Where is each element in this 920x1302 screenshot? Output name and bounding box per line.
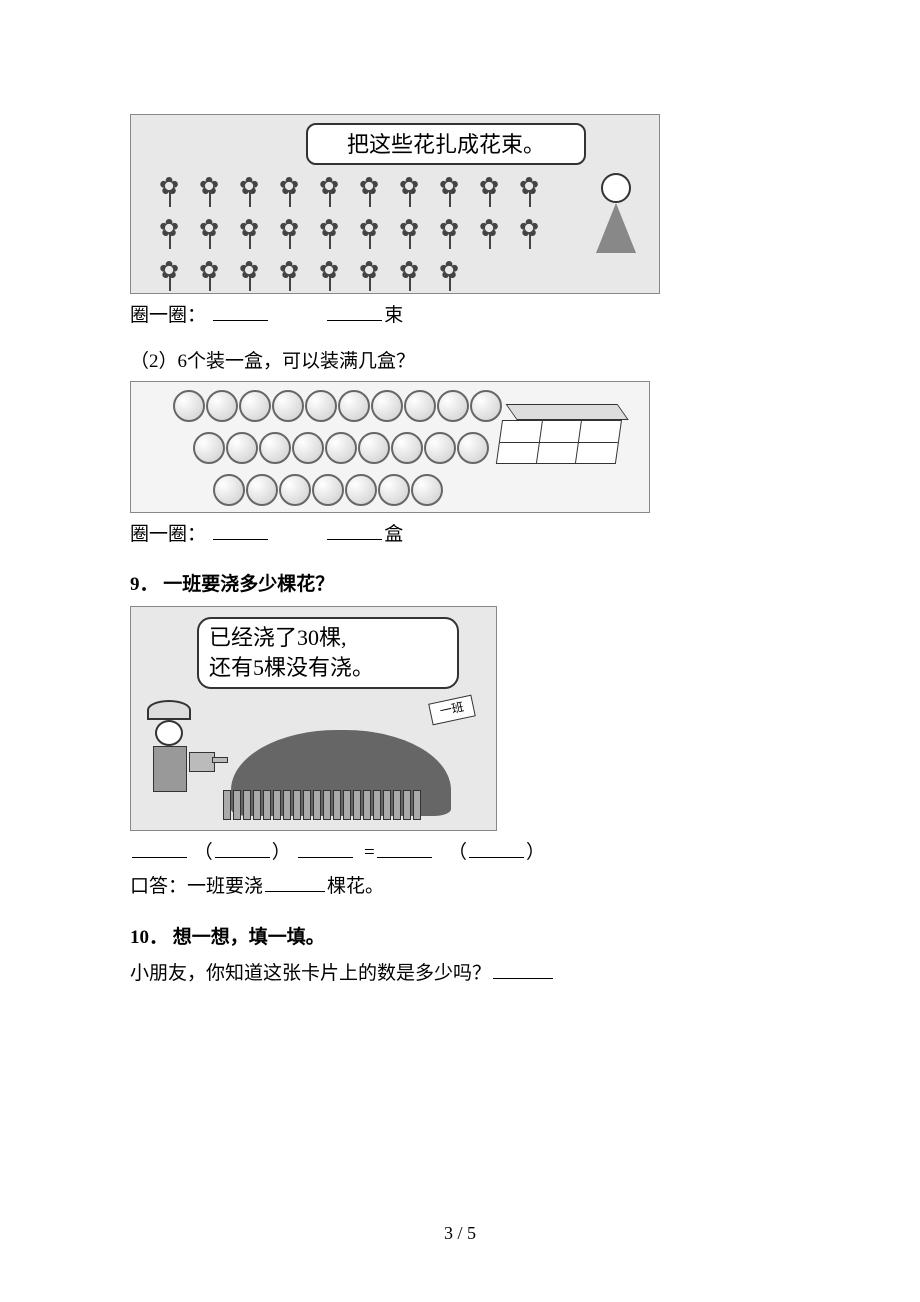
blank-circle-2[interactable] [213,519,268,540]
q10-heading: 10． 想一想，填一填。 [130,924,790,953]
speech-bubble-watering: 已经浇了30棵, 还有5棵没有浇。 [197,617,459,689]
q9-number: 9． [130,574,159,595]
label-circle-1: 圈一圈： [130,305,206,326]
blank-circle-1[interactable] [213,300,268,321]
q9-heading: 9． 一班要浇多少棵花？ [130,571,790,600]
fence-icon [223,788,459,820]
oral-answer-line: 口答：一班要浇 棵花。 [130,871,790,901]
figure-balls [130,381,650,513]
eq-equals: = [364,842,375,863]
oral-prefix: 口答：一班要浇 [130,876,263,897]
eq-blank-1[interactable] [132,837,187,858]
q8-sub2-text: （2）6个装一盒，可以装满几盒？ [130,348,790,377]
unit-box: 盒 [384,524,403,545]
eq-blank-2[interactable] [215,837,270,858]
eq-blank-4[interactable] [377,837,432,858]
q10-title: 想一想，填一填。 [173,927,325,948]
q9-title: 一班要浇多少棵花？ [163,574,334,595]
watering-can-icon [189,752,215,772]
equation-line: （ ） = （ ） [130,837,790,867]
figure-watering: 已经浇了30棵, 还有5棵没有浇。 一班 [130,606,497,831]
flower-row-3 [153,257,473,294]
oral-blank[interactable] [265,871,325,892]
box-icon [495,414,623,469]
balls-row-1 [173,390,503,432]
speech-bubble-flowers: 把这些花扎成花束。 [306,123,586,165]
page-content: 把这些花扎成花束。 圈一圈： 束 （2）6个装一盒，可以装满几盒？ 圈一圈： 盒… [130,114,790,988]
oral-suffix: 棵花。 [327,876,384,897]
blank-bundles[interactable] [327,300,382,321]
blank-boxes[interactable] [327,519,382,540]
bubble-line-1: 已经浇了30棵, [209,623,447,653]
balls-row-2 [193,432,490,474]
page-current: 3 [444,1223,453,1243]
q10-blank[interactable] [493,958,553,979]
q10-text-line: 小朋友，你知道这张卡片上的数是多少吗？ [130,958,790,988]
paren-close-2: ） [526,842,545,863]
page-number: 3 / 5 [0,1223,920,1244]
label-circle-2: 圈一圈： [130,524,206,545]
answer-line-balls: 圈一圈： 盒 [130,519,790,549]
eq-blank-3[interactable] [298,837,353,858]
paren-close-1: ） [272,842,291,863]
bubble-line-2: 还有5棵没有浇。 [209,653,447,683]
paren-open-1: （ [194,842,213,863]
answer-line-flowers: 圈一圈： 束 [130,300,790,330]
balls-row-3 [213,474,444,513]
q10-number: 10． [130,927,168,948]
paren-open-2: （ [448,842,467,863]
page-total: 5 [467,1223,476,1243]
eq-blank-5[interactable] [469,837,524,858]
girl-icon [587,173,645,273]
q10-text: 小朋友，你知道这张卡片上的数是多少吗？ [130,963,491,984]
class-sign: 一班 [428,694,476,725]
unit-bundle: 束 [384,305,403,326]
page-sep: / [453,1223,467,1243]
figure-flowers: 把这些花扎成花束。 [130,114,660,294]
